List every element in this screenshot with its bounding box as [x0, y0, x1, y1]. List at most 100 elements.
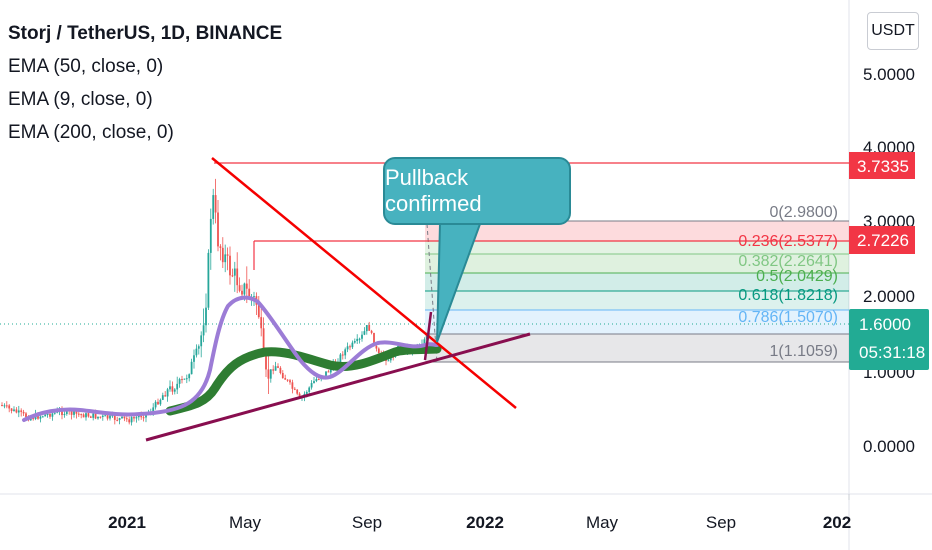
candle-body	[89, 416, 92, 418]
candle-body	[313, 381, 315, 384]
ema50-line	[22, 295, 439, 422]
price-label-mid: 2.7226	[857, 231, 909, 250]
candle-body	[51, 413, 54, 417]
candle-body	[140, 415, 143, 418]
candle-body	[373, 332, 375, 346]
candle-body	[29, 418, 32, 421]
downtrend-line[interactable]	[211, 157, 517, 409]
current-price-value: 1.6000	[859, 315, 911, 334]
candle-body	[214, 195, 217, 213]
candle-body	[212, 195, 215, 219]
candle-body	[169, 386, 171, 390]
candle-body	[346, 346, 349, 350]
candle-body	[75, 410, 78, 414]
candle-body	[32, 418, 35, 420]
candle-body	[279, 367, 282, 373]
candle-body	[87, 413, 90, 417]
candle-body	[315, 379, 318, 382]
candle-body	[41, 416, 44, 418]
indicator-ema9[interactable]: EMA (9, close, 0)	[8, 89, 153, 110]
candle-body	[274, 366, 277, 371]
symbol-title[interactable]: Storj / TetherUS, 1D, BINANCE	[8, 23, 283, 44]
fib-zone-0786-1	[425, 310, 849, 334]
candle-body	[80, 414, 83, 416]
candle-body	[49, 413, 51, 417]
candle-body	[104, 415, 107, 417]
indicator-ema50[interactable]: EMA (50, close, 0)	[8, 56, 164, 77]
candle-body	[133, 417, 135, 419]
candle-body	[22, 411, 25, 414]
candle-body	[238, 285, 241, 291]
price-axis[interactable]: 5.0000 4.0000 3.0000 2.0000 1.0000 0.000…	[849, 65, 929, 456]
price-label-bg-mid	[849, 226, 915, 254]
fib-zone-0382-05	[425, 254, 849, 273]
candle-body	[281, 372, 284, 379]
candle-body	[17, 410, 20, 413]
time-axis[interactable]: 2021 May Sep 2022 May Sep 202	[108, 494, 851, 532]
candle-body	[370, 330, 373, 333]
candle-body	[241, 290, 243, 295]
candle-body	[85, 413, 87, 418]
price-label-high: 3.7335	[857, 157, 909, 176]
pullback-callout[interactable]: Pullback confirmed	[383, 157, 571, 225]
candle-body	[125, 418, 128, 420]
candle-body	[3, 405, 6, 407]
candle-body	[164, 395, 167, 397]
candle-body	[161, 395, 164, 400]
candle-body	[171, 386, 174, 392]
candle-body	[159, 399, 162, 405]
candle-body	[217, 212, 219, 247]
candle-body	[200, 335, 203, 347]
candle-body	[267, 369, 270, 379]
candle-body	[296, 389, 299, 394]
candle-body	[188, 374, 191, 379]
candle-body	[63, 414, 66, 416]
candle-body	[15, 409, 18, 413]
candle-body	[113, 415, 116, 420]
candle-body	[351, 342, 354, 348]
currency-unit-button[interactable]: USDT	[867, 12, 919, 50]
candle-body	[205, 307, 207, 326]
candle-body	[221, 247, 224, 263]
candle-body	[142, 417, 145, 419]
fib-label-05: 0.5(2.0429)	[756, 268, 838, 285]
fib-label-0382: 0.382(2.2641)	[738, 253, 838, 270]
candle-body	[219, 246, 222, 248]
candle-body	[387, 360, 390, 362]
fib-label-0786: 0.786(1.5070)	[738, 309, 838, 326]
candle-body	[10, 408, 13, 411]
candle-body	[226, 254, 229, 256]
candle-body	[111, 415, 114, 417]
candle-body	[20, 410, 23, 412]
price-tick-5: 5.0000	[863, 65, 915, 84]
fib-zone-1-below	[425, 334, 849, 362]
candle-body	[73, 410, 75, 415]
candle-body	[272, 369, 275, 371]
time-tick-may-2021: May	[229, 513, 262, 532]
candle-body	[356, 338, 359, 342]
fib-label-0: 0(2.9800)	[770, 204, 839, 221]
support-trendline[interactable]	[145, 332, 531, 442]
candle-body	[358, 338, 361, 340]
candle-body	[361, 334, 363, 339]
candle-body	[137, 415, 140, 418]
candle-body	[77, 413, 80, 415]
candle-body	[183, 378, 186, 380]
fib-zone-0236-0382	[425, 241, 849, 254]
breakout-arrow	[423, 311, 433, 361]
candle-body	[229, 255, 231, 276]
candle-body	[265, 354, 267, 370]
fib-zone-0-0236	[425, 221, 849, 241]
indicator-ema200[interactable]: EMA (200, close, 0)	[8, 122, 174, 143]
candle-body	[310, 383, 313, 388]
fibonacci-retracement[interactable]: 0(2.9800) 0.236(2.5377) 0.382(2.2641) 0.…	[425, 204, 849, 363]
candle-body	[185, 378, 188, 380]
candle-body	[195, 348, 198, 356]
candle-body	[284, 378, 287, 380]
candle-body	[128, 419, 131, 423]
candle-body	[197, 346, 200, 349]
time-tick-sep-2022: Sep	[706, 513, 736, 532]
candle-body	[423, 339, 426, 345]
candle-body	[116, 419, 119, 421]
